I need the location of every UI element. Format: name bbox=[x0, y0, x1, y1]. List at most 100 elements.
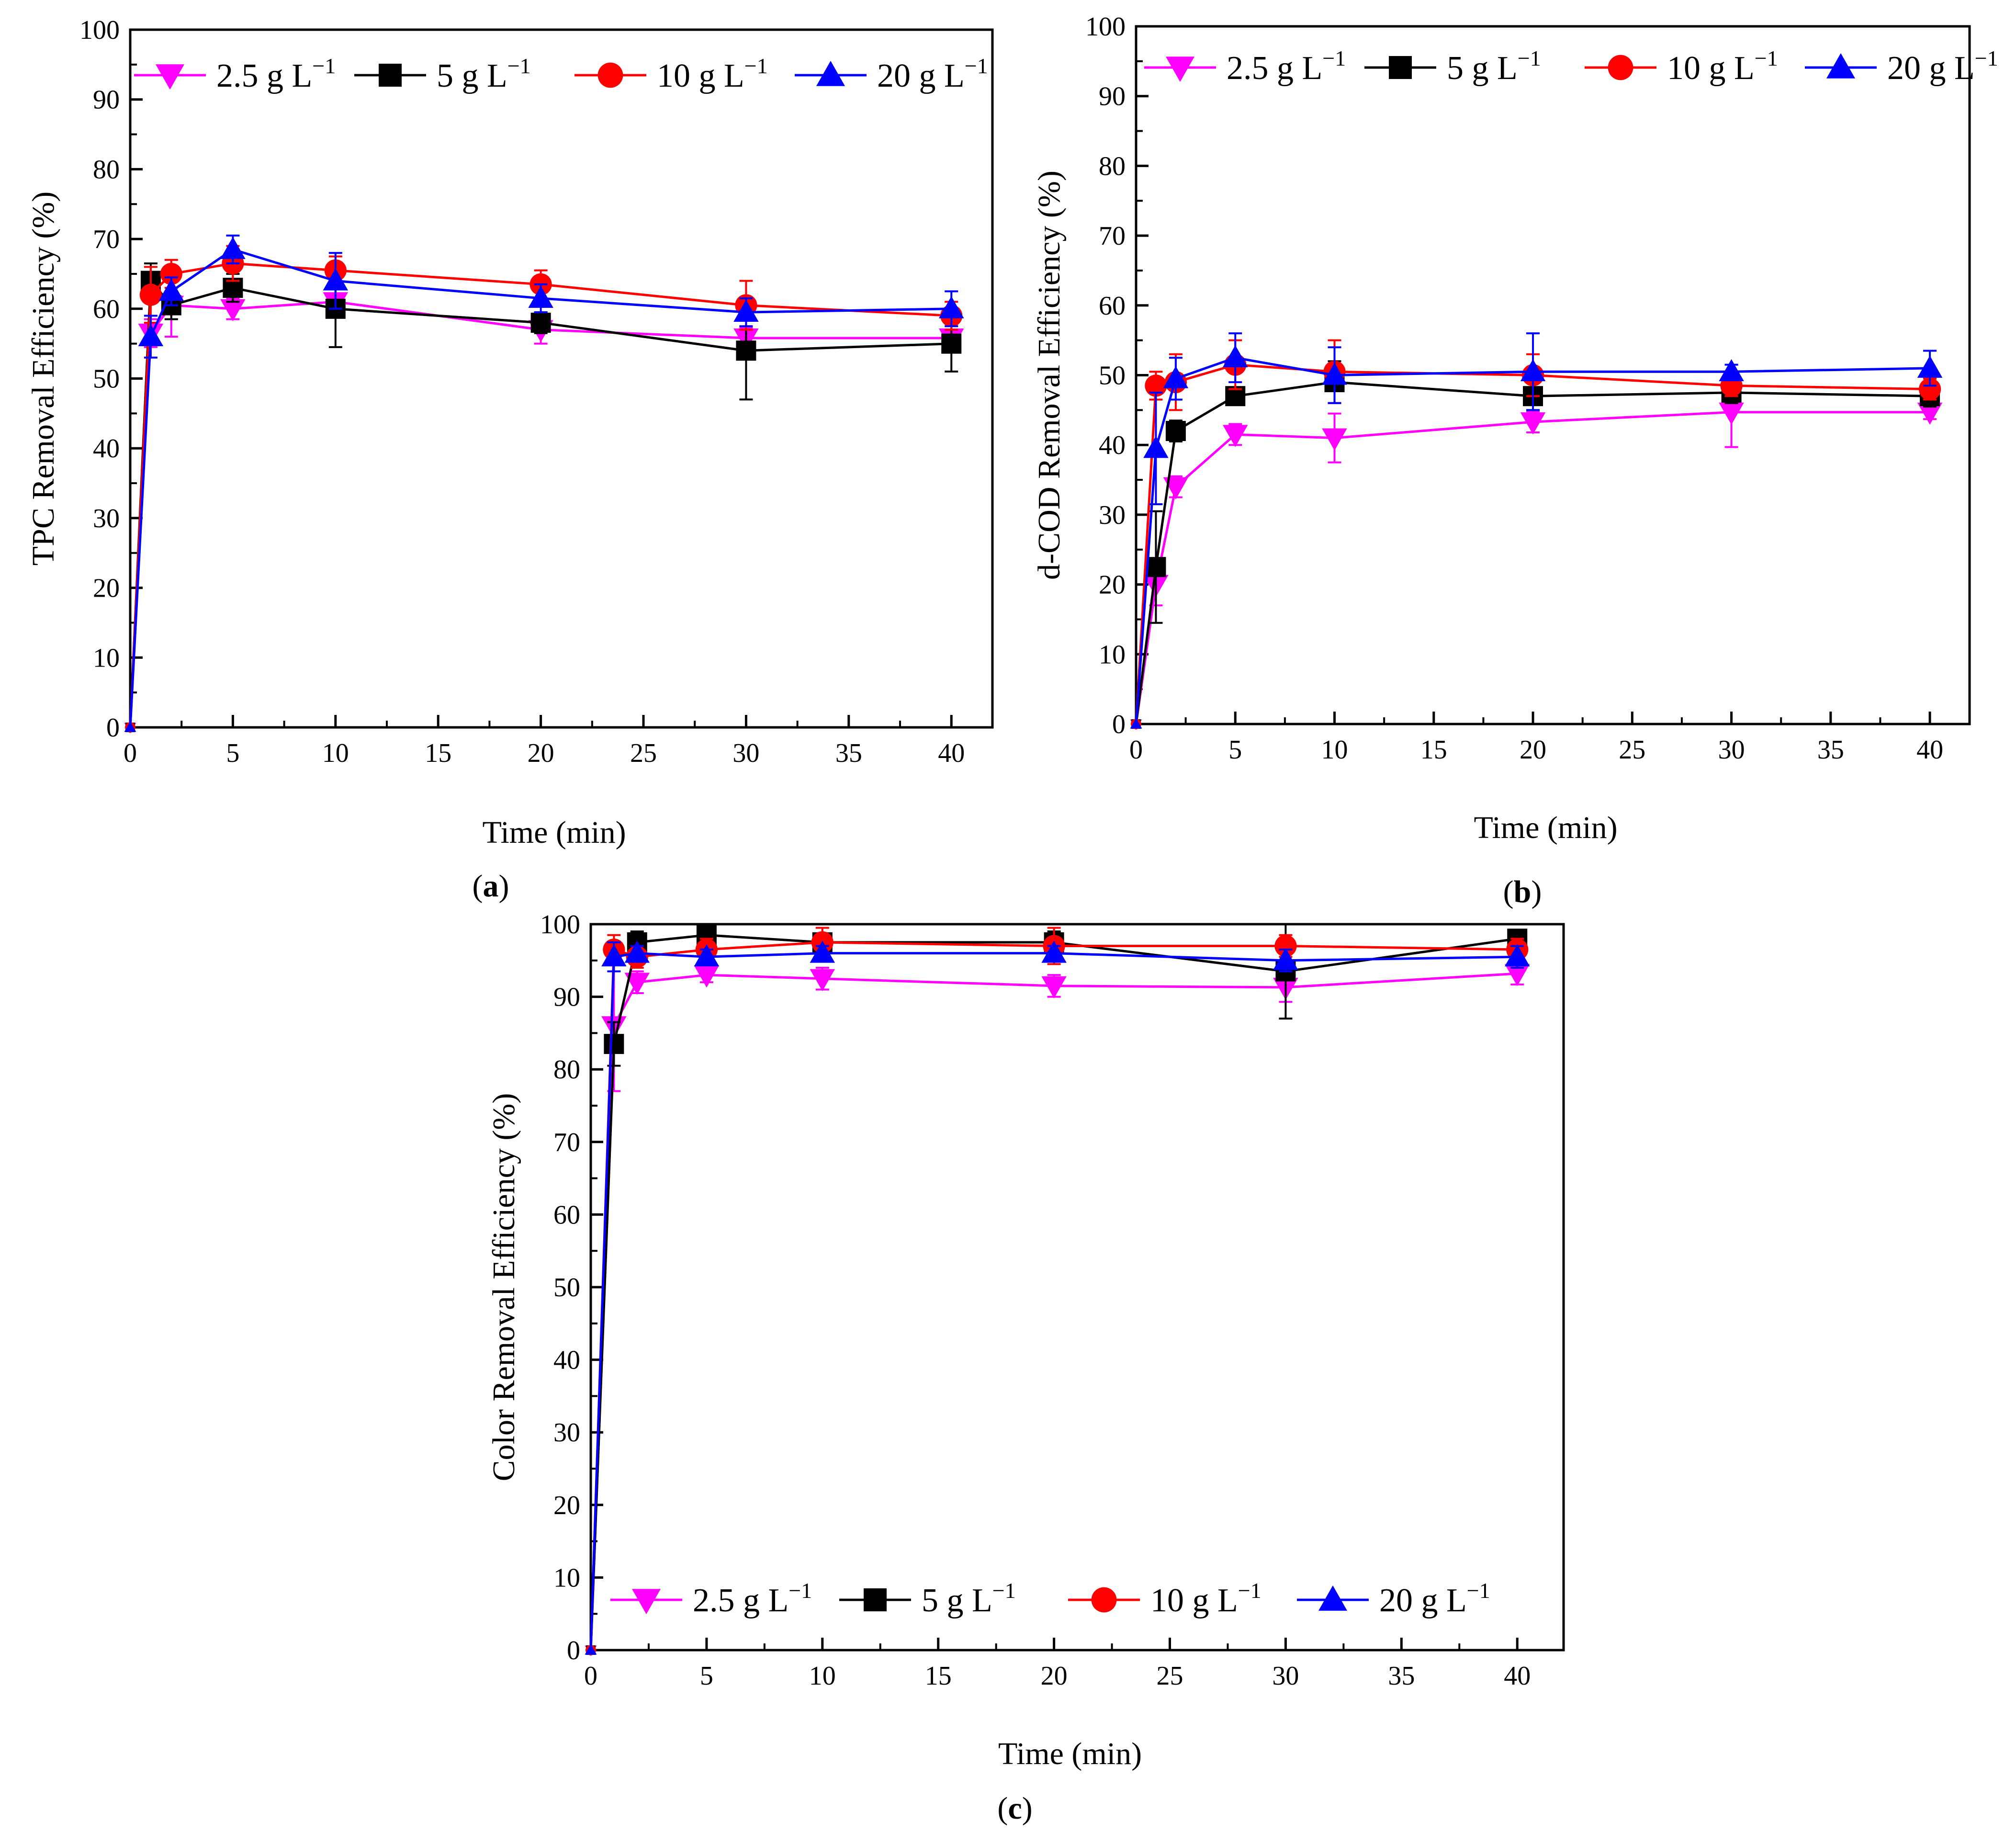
x-tick-label: 20 bbox=[1041, 1661, 1068, 1691]
data-point bbox=[1504, 944, 1530, 967]
chart-panel-a: 0 10 20 30 40 50 60 70 80 90 100 0 5 10 15 20 25 30 35 40 Ti… bbox=[26, 15, 994, 904]
x-tick-label: 20 bbox=[528, 738, 554, 768]
x-axis-title: Time (min) bbox=[998, 1736, 1142, 1771]
y-axis-title: TPC Removal Efficiency (%) bbox=[26, 192, 61, 566]
x-tick-label: 35 bbox=[1388, 1661, 1415, 1691]
y-tick-label: 10 bbox=[93, 643, 120, 673]
data-point bbox=[160, 262, 182, 285]
series-line bbox=[129, 278, 952, 728]
panel-letter: a bbox=[483, 869, 499, 904]
data-point bbox=[1273, 948, 1298, 970]
data-point bbox=[1163, 366, 1189, 388]
legend-item: 20 g L−1 bbox=[1297, 1578, 1490, 1619]
y-tick-label: 50 bbox=[93, 364, 120, 394]
x-tick-label: 5 bbox=[1228, 735, 1242, 765]
data-point bbox=[1322, 362, 1347, 385]
panel-letter: b bbox=[1514, 874, 1532, 909]
x-tick-label: 15 bbox=[925, 1661, 952, 1691]
data-point bbox=[604, 1034, 624, 1054]
y-tick-label: 70 bbox=[93, 225, 120, 254]
x-tick-label: 25 bbox=[1619, 735, 1645, 765]
triangle-up-legend-icon bbox=[816, 61, 845, 86]
x-tick-label: 40 bbox=[1916, 735, 1943, 765]
legend: 2.5 g L−1 5 g L−1 10 g L−1 20 g L−1 bbox=[134, 54, 988, 94]
y-tick-label: 90 bbox=[553, 983, 580, 1012]
series-line bbox=[129, 248, 952, 728]
x-tick-label: 15 bbox=[425, 738, 451, 768]
legend: 2.5 g L−1 5 g L−1 10 g L−1 20 g L−1 bbox=[1144, 46, 1998, 87]
chart-panel-b: 0 10 20 30 40 50 60 70 80 90 100 0 5 10 15 20 25 30 35 40 Ti… bbox=[1032, 12, 1998, 909]
circle-legend-icon bbox=[1091, 1587, 1117, 1613]
legend-label: 10 g L−1 bbox=[657, 54, 768, 94]
legend-item: 10 g L−1 bbox=[1585, 46, 1778, 87]
y-tick-label: 70 bbox=[553, 1128, 580, 1157]
x-tick-label: 35 bbox=[835, 738, 862, 768]
legend-label: 2.5 g L−1 bbox=[1227, 46, 1346, 87]
series-2-5-g-per-l bbox=[124, 272, 964, 734]
data-point bbox=[1719, 359, 1744, 382]
y-tick-label: 90 bbox=[93, 85, 120, 115]
series-line bbox=[1135, 356, 1930, 725]
data-point bbox=[1520, 359, 1546, 382]
x-tick-label: 5 bbox=[226, 738, 239, 768]
data-point bbox=[1146, 557, 1166, 577]
panel-letter: c bbox=[1008, 1791, 1022, 1826]
legend-item: 20 g L−1 bbox=[1805, 46, 1998, 87]
y-tick-label: 90 bbox=[1099, 82, 1126, 112]
legend-label: 5 g L−1 bbox=[1447, 46, 1541, 87]
legend-label: 20 g L−1 bbox=[1379, 1578, 1490, 1619]
data-point bbox=[1504, 964, 1530, 986]
x-tick-label: 30 bbox=[732, 738, 759, 768]
data-point bbox=[601, 944, 627, 967]
series-20-g-per-l bbox=[585, 940, 1530, 1655]
series-10-g-per-l bbox=[586, 927, 1529, 1655]
data-point bbox=[733, 299, 759, 322]
panel-label: (a) bbox=[473, 869, 509, 904]
y-tick-label: 40 bbox=[93, 434, 120, 464]
y-tick-label: 10 bbox=[553, 1563, 580, 1593]
legend: 2.5 g L−1 5 g L−1 10 g L−1 20 g L−1 bbox=[610, 1578, 1490, 1619]
legend-item: 5 g L−1 bbox=[1364, 46, 1541, 87]
series-2-5-g-per-l bbox=[1130, 376, 1943, 730]
panel-label: (c) bbox=[997, 1791, 1032, 1826]
data-point bbox=[1520, 412, 1546, 435]
x-tick-label: 35 bbox=[1817, 735, 1844, 765]
data-point bbox=[694, 944, 720, 967]
square-legend-icon bbox=[864, 1588, 887, 1611]
y-tick-label: 100 bbox=[79, 15, 120, 45]
y-tick-label: 20 bbox=[93, 574, 120, 603]
y-axis-title: d-COD Removal Efficiency (%) bbox=[1032, 170, 1067, 580]
data-point bbox=[220, 237, 246, 259]
series-20-g-per-l bbox=[1130, 332, 1943, 729]
x-tick-label: 15 bbox=[1420, 735, 1447, 765]
y-tick-label: 50 bbox=[553, 1273, 580, 1302]
data-point bbox=[1041, 976, 1067, 999]
circle-legend-icon bbox=[1608, 55, 1633, 80]
y-tick-label: 100 bbox=[1085, 12, 1126, 42]
series-5-g-per-l bbox=[125, 262, 962, 732]
series-20-g-per-l bbox=[124, 234, 964, 732]
x-tick-label: 10 bbox=[322, 738, 349, 768]
legend-label: 2.5 g L−1 bbox=[693, 1578, 812, 1619]
data-point bbox=[1322, 428, 1347, 451]
x-axis-title: Time (min) bbox=[1474, 810, 1617, 845]
x-axis-title: Time (min) bbox=[482, 815, 626, 850]
data-point bbox=[1130, 718, 1142, 729]
y-tick-label: 60 bbox=[553, 1200, 580, 1230]
legend-label: 20 g L−1 bbox=[877, 54, 988, 94]
data-point bbox=[1163, 477, 1189, 499]
data-point bbox=[1145, 374, 1167, 397]
series-5-g-per-l bbox=[586, 923, 1528, 1655]
series-line bbox=[589, 941, 1518, 1651]
x-tick-label: 40 bbox=[938, 738, 965, 768]
data-point bbox=[585, 1644, 597, 1655]
y-tick-label: 80 bbox=[93, 155, 120, 184]
y-tick-label: 80 bbox=[1099, 151, 1126, 181]
legend-item: 10 g L−1 bbox=[574, 54, 768, 94]
series-2-5-g-per-l bbox=[585, 959, 1530, 1656]
y-tick-label: 100 bbox=[540, 910, 580, 940]
x-tick-label: 10 bbox=[809, 1661, 836, 1691]
y-tick-label: 10 bbox=[1099, 640, 1126, 669]
y-tick-label: 50 bbox=[1099, 361, 1126, 391]
